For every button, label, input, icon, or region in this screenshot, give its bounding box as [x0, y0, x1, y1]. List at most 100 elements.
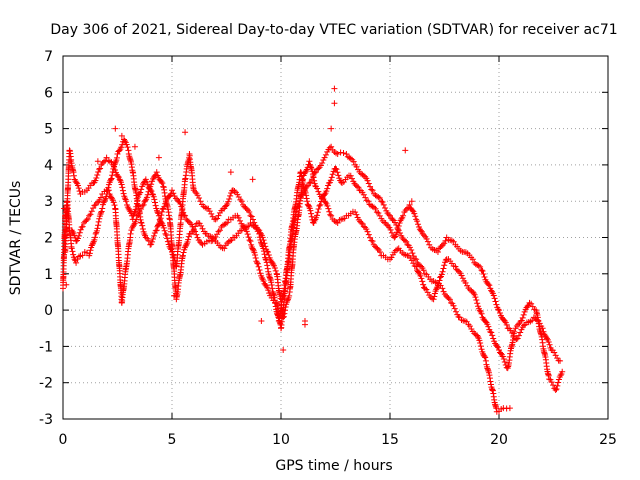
data-point: [118, 181, 125, 188]
data-point: [135, 212, 142, 219]
data-point: [376, 212, 383, 219]
data-point: [409, 250, 416, 257]
data-point: [246, 237, 253, 244]
data-point: [183, 241, 190, 248]
data-point: [474, 333, 481, 340]
data-point: [434, 249, 441, 256]
data-point: [371, 204, 378, 211]
data-point: [474, 332, 481, 339]
data-point: [519, 314, 526, 321]
data-point: [131, 209, 138, 216]
data-point: [421, 285, 428, 292]
data-point: [321, 191, 328, 198]
data-point: [456, 268, 463, 275]
data-point: [150, 235, 157, 242]
data-point: [75, 232, 82, 239]
data-point: [75, 185, 82, 192]
data-point: [317, 201, 324, 208]
data-point: [375, 194, 382, 201]
data-point: [355, 184, 362, 191]
data-point: [214, 231, 221, 238]
data-point: [517, 329, 524, 336]
data-point: [192, 223, 199, 230]
data-point: [466, 323, 473, 330]
data-point: [136, 190, 143, 197]
data-point: [309, 171, 316, 178]
data-point: [495, 344, 502, 351]
data-point: [144, 191, 151, 198]
data-point: [75, 253, 82, 260]
data-point: [489, 332, 496, 339]
data-point: [485, 281, 492, 288]
y-tick-label: 3: [44, 194, 53, 210]
data-point: [473, 297, 480, 304]
data-point: [509, 329, 516, 336]
data-point: [142, 234, 149, 241]
data-point: [478, 267, 485, 274]
data-point: [99, 205, 106, 212]
data-point: [299, 179, 306, 186]
data-point: [297, 169, 304, 176]
data-point: [97, 165, 104, 172]
data-point: [496, 310, 503, 317]
data-point: [79, 252, 86, 259]
data-point: [400, 212, 407, 219]
data-point: [364, 228, 371, 235]
data-point: [438, 271, 445, 278]
y-tick-label: 5: [44, 122, 53, 138]
data-point: [409, 207, 416, 214]
data-point: [380, 201, 387, 208]
data-point: [153, 227, 160, 234]
data-point: [257, 270, 264, 277]
data-point: [559, 368, 566, 375]
data-point: [500, 356, 507, 362]
data-point: [494, 343, 501, 350]
data-point: [423, 286, 430, 293]
data-point: [414, 218, 421, 225]
data-series: [60, 85, 566, 415]
data-point: [412, 213, 419, 220]
data-point: [403, 238, 410, 245]
data-point: [196, 220, 203, 227]
data-point: [267, 275, 274, 282]
data-point: [123, 198, 130, 205]
data-point: [408, 247, 415, 254]
data-point: [199, 225, 206, 232]
data-point: [112, 125, 119, 132]
data-point: [476, 307, 483, 314]
x-tick-label: 10: [272, 432, 290, 448]
data-point: [362, 194, 369, 201]
data-point: [388, 229, 395, 236]
data-point: [365, 231, 372, 238]
data-point: [303, 192, 310, 199]
data-point: [265, 287, 272, 294]
data-point: [515, 321, 522, 328]
data-point: [150, 193, 157, 200]
data-point: [227, 237, 234, 244]
data-point: [520, 322, 527, 329]
data-point: [260, 248, 267, 255]
data-point: [318, 198, 325, 205]
data-point: [124, 144, 131, 151]
data-point: [310, 174, 317, 181]
y-tick-label: 2: [44, 231, 53, 247]
x-tick-label: 25: [599, 432, 617, 448]
data-point: [490, 335, 497, 342]
y-tick-label: -2: [39, 376, 53, 392]
data-point: [265, 251, 272, 258]
data-point: [365, 180, 372, 187]
data-point: [374, 245, 381, 252]
data-point: [139, 222, 146, 229]
data-point: [462, 279, 469, 286]
data-point: [440, 265, 447, 272]
data-point: [353, 183, 360, 190]
data-point: [358, 219, 365, 226]
data-point: [518, 317, 525, 324]
data-point: [182, 129, 189, 136]
data-point: [349, 175, 356, 182]
data-point: [110, 199, 117, 206]
data-point: [394, 246, 401, 253]
data-point: [193, 231, 200, 238]
data-point: [272, 267, 279, 274]
data-point: [214, 215, 221, 222]
